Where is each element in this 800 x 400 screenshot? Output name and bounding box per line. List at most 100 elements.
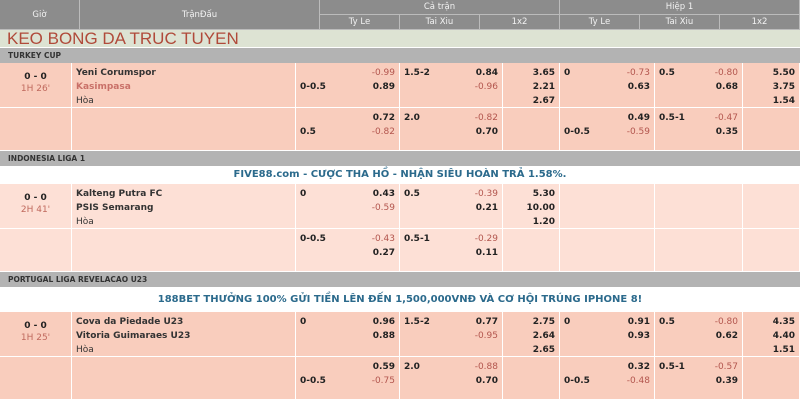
odds-line[interactable]: 0.32 [564, 360, 650, 374]
odds-line[interactable]: 0.70 [404, 374, 498, 388]
odds-value[interactable]: 2.75 [532, 317, 555, 327]
odds-value[interactable]: 2.65 [532, 345, 555, 355]
league-header[interactable]: TURKEY CUP [0, 48, 800, 63]
odds-value[interactable]: 0.88 [372, 331, 395, 341]
odds-value[interactable]: 0.91 [627, 317, 650, 327]
odds-line[interactable]: 0.21 [404, 201, 498, 215]
odds-line[interactable]: 2.67 [507, 94, 555, 108]
odds-value[interactable]: 2.67 [532, 96, 555, 106]
odds-value[interactable]: 0.49 [627, 113, 650, 123]
odds-line[interactable]: 2.75 [507, 315, 555, 329]
odds-value[interactable]: 5.50 [772, 68, 795, 78]
odds-value[interactable]: 4.35 [772, 317, 795, 327]
odds-line[interactable]: 0.5 -0.82 [300, 125, 395, 139]
odds-line[interactable]: 1.51 [747, 343, 795, 357]
odds-value[interactable]: -0.96 [474, 82, 498, 92]
odds-value[interactable]: 3.75 [772, 82, 795, 92]
league-header[interactable]: PORTUGAL LIGA REVELACAO U23 [0, 272, 800, 287]
odds-line[interactable]: 0.70 [404, 125, 498, 139]
odds-line[interactable]: 3.75 [747, 80, 795, 94]
odds-line[interactable]: 0.27 [300, 246, 395, 260]
odds-value[interactable]: 2.21 [532, 82, 555, 92]
odds-line[interactable]: 0.5 -0.39 [404, 187, 498, 201]
odds-line[interactable]: 10.00 [507, 201, 555, 215]
odds-value[interactable]: -0.80 [714, 68, 738, 78]
odds-line[interactable]: 0 -0.73 [564, 66, 650, 80]
odds-line[interactable]: 1.20 [507, 215, 555, 229]
odds-line[interactable]: 0 0.43 [300, 187, 395, 201]
odds-line[interactable]: 0.93 [564, 329, 650, 343]
odds-line[interactable]: 0 0.96 [300, 315, 395, 329]
odds-line[interactable]: 0.68 [659, 80, 738, 94]
odds-line[interactable]: 3.65 [507, 66, 555, 80]
odds-value[interactable]: 0.72 [372, 113, 395, 123]
odds-value[interactable]: 0.32 [627, 362, 650, 372]
promo-banner[interactable]: FIVE88.com - CƯỢC THA HỒ - NHẬN SIÊU HOÀ… [0, 166, 800, 184]
odds-value[interactable]: -0.43 [371, 234, 395, 244]
odds-value[interactable]: 0.89 [372, 82, 395, 92]
odds-value[interactable]: 0.11 [475, 248, 498, 258]
odds-value[interactable]: 10.00 [526, 203, 555, 213]
odds-value[interactable]: 0.63 [627, 82, 650, 92]
odds-line[interactable]: 2.64 [507, 329, 555, 343]
odds-value[interactable]: -0.88 [474, 362, 498, 372]
odds-value[interactable]: 4.40 [772, 331, 795, 341]
odds-value[interactable]: 0.77 [475, 317, 498, 327]
odds-line[interactable]: -0.96 [404, 80, 498, 94]
odds-value[interactable]: -0.95 [474, 331, 498, 341]
odds-line[interactable]: 0.35 [659, 125, 738, 139]
odds-line[interactable]: 0.88 [300, 329, 395, 343]
odds-line[interactable]: 2.0 -0.82 [404, 111, 498, 125]
odds-value[interactable]: 0.59 [372, 362, 395, 372]
odds-value[interactable]: 0.27 [372, 248, 395, 258]
odds-value[interactable]: 3.65 [532, 68, 555, 78]
odds-line[interactable]: -0.59 [300, 201, 395, 215]
odds-value[interactable]: -0.75 [371, 376, 395, 386]
odds-line[interactable]: 0.49 [564, 111, 650, 125]
odds-line[interactable]: 2.65 [507, 343, 555, 357]
odds-line[interactable]: 0.63 [564, 80, 650, 94]
odds-value[interactable]: 0.35 [715, 127, 738, 137]
odds-value[interactable]: 0.21 [475, 203, 498, 213]
odds-value[interactable]: -0.82 [474, 113, 498, 123]
odds-value[interactable]: 0.70 [475, 127, 498, 137]
odds-line[interactable]: 0.5 -0.80 [659, 315, 738, 329]
odds-line[interactable]: 0 0.91 [564, 315, 650, 329]
odds-line[interactable]: 0-0.5 -0.59 [564, 125, 650, 139]
odds-value[interactable]: 0.39 [715, 376, 738, 386]
odds-line[interactable]: -0.95 [404, 329, 498, 343]
odds-line[interactable]: -0.99 [300, 66, 395, 80]
league-header[interactable]: INDONESIA LIGA 1 [0, 151, 800, 166]
odds-value[interactable]: 5.30 [532, 189, 555, 199]
odds-line[interactable]: 4.35 [747, 315, 795, 329]
odds-value[interactable]: 0.62 [715, 331, 738, 341]
odds-value[interactable]: -0.73 [626, 68, 650, 78]
odds-value[interactable]: 0.84 [475, 68, 498, 78]
odds-value[interactable]: 0.96 [372, 317, 395, 327]
odds-line[interactable]: 0.39 [659, 374, 738, 388]
odds-value[interactable]: -0.59 [626, 127, 650, 137]
odds-line[interactable]: 0.62 [659, 329, 738, 343]
odds-value[interactable]: -0.80 [714, 317, 738, 327]
odds-value[interactable]: 1.54 [772, 96, 795, 106]
odds-value[interactable]: -0.57 [714, 362, 738, 372]
odds-line[interactable]: 0-0.5 -0.75 [300, 374, 395, 388]
odds-value[interactable]: 0.43 [372, 189, 395, 199]
odds-line[interactable]: 0-0.5 0.89 [300, 80, 395, 94]
odds-value[interactable]: -0.82 [371, 127, 395, 137]
odds-value[interactable]: 1.51 [772, 345, 795, 355]
odds-line[interactable]: 1.5-2 0.77 [404, 315, 498, 329]
odds-value[interactable]: -0.47 [714, 113, 738, 123]
odds-value[interactable]: 0.68 [715, 82, 738, 92]
odds-line[interactable]: 0.11 [404, 246, 498, 260]
odds-value[interactable]: -0.29 [474, 234, 498, 244]
odds-value[interactable]: 1.20 [532, 217, 555, 227]
odds-value[interactable]: 0.70 [475, 376, 498, 386]
odds-line[interactable]: 0.5-1 -0.57 [659, 360, 738, 374]
odds-line[interactable]: 0.5-1 -0.29 [404, 232, 498, 246]
odds-value[interactable]: -0.39 [474, 189, 498, 199]
odds-line[interactable]: 0.59 [300, 360, 395, 374]
odds-line[interactable]: 0.5 -0.80 [659, 66, 738, 80]
odds-line[interactable]: 0-0.5 -0.43 [300, 232, 395, 246]
odds-value[interactable]: -0.59 [371, 203, 395, 213]
